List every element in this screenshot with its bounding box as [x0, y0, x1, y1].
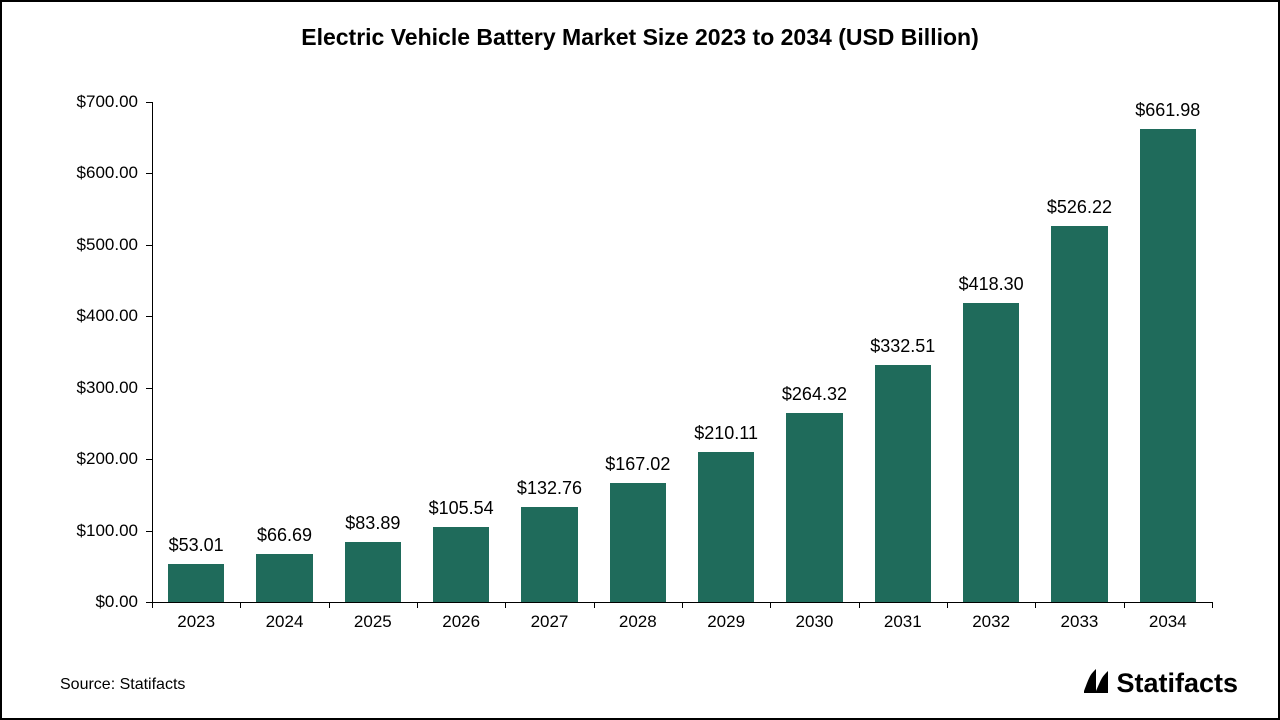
bar: [168, 564, 225, 602]
bar: [698, 452, 755, 602]
bar-slot: $332.51: [859, 102, 947, 602]
bar: [875, 365, 932, 603]
x-tick-mark: [1124, 602, 1125, 608]
x-axis-label: 2030: [770, 612, 858, 632]
x-tick-mark: [240, 602, 241, 608]
y-tick-label: $300.00: [77, 378, 138, 398]
bar-slot: $264.32: [770, 102, 858, 602]
bar-value-label: $105.54: [429, 498, 494, 519]
x-tick-mark: [505, 602, 506, 608]
x-axis-label: 2032: [947, 612, 1035, 632]
y-tick-label: $200.00: [77, 449, 138, 469]
bar-value-label: $210.11: [694, 423, 758, 444]
x-axis-label: 2023: [152, 612, 240, 632]
y-axis: $0.00$100.00$200.00$300.00$400.00$500.00…: [2, 102, 152, 602]
bar-value-label: $66.69: [257, 525, 312, 546]
bar-value-label: $332.51: [870, 336, 935, 357]
chart-title: Electric Vehicle Battery Market Size 202…: [2, 24, 1278, 51]
chart-frame: Electric Vehicle Battery Market Size 202…: [0, 0, 1280, 720]
y-tick-label: $0.00: [95, 592, 138, 612]
bar-slot: $66.69: [240, 102, 328, 602]
bar-slot: $661.98: [1124, 102, 1212, 602]
brand-text: Statifacts: [1116, 668, 1238, 699]
x-axis-label: 2033: [1035, 612, 1123, 632]
x-axis-label: 2028: [594, 612, 682, 632]
x-axis-label: 2024: [240, 612, 328, 632]
x-tick-mark: [152, 602, 153, 608]
x-tick-mark: [947, 602, 948, 608]
y-tick-mark: [146, 245, 152, 246]
bar: [256, 554, 313, 602]
y-tick-mark: [146, 316, 152, 317]
brand-logo-icon: [1082, 667, 1110, 700]
bar-value-label: $526.22: [1047, 197, 1112, 218]
bar: [1140, 129, 1197, 602]
bar-slot: $526.22: [1035, 102, 1123, 602]
x-axis-labels: 2023202420252026202720282029203020312032…: [152, 612, 1212, 632]
x-tick-mark: [682, 602, 683, 608]
plot-area: $53.01 $66.69 $83.89 $105.54 $132.76 $167.02 $…: [152, 102, 1212, 602]
bar-slot: $105.54: [417, 102, 505, 602]
bar: [1051, 226, 1108, 602]
y-tick-label: $500.00: [77, 235, 138, 255]
x-axis-label: 2026: [417, 612, 505, 632]
y-tick-label: $700.00: [77, 92, 138, 112]
x-tick-mark: [770, 602, 771, 608]
x-tick-mark: [329, 602, 330, 608]
x-tick-mark: [594, 602, 595, 608]
bar-value-label: $661.98: [1135, 100, 1200, 121]
bar: [963, 303, 1020, 602]
bar-value-label: $264.32: [782, 384, 847, 405]
bar-slot: $167.02: [594, 102, 682, 602]
bar-slot: $210.11: [682, 102, 770, 602]
y-tick-mark: [146, 459, 152, 460]
y-tick-mark: [146, 388, 152, 389]
y-tick-label: $100.00: [77, 521, 138, 541]
bar: [521, 507, 578, 602]
x-tick-mark: [417, 602, 418, 608]
bar-slot: $53.01: [152, 102, 240, 602]
y-tick-label: $600.00: [77, 163, 138, 183]
x-axis-label: 2034: [1124, 612, 1212, 632]
x-axis-label: 2025: [329, 612, 417, 632]
bar-value-label: $83.89: [345, 513, 400, 534]
y-tick-mark: [146, 102, 152, 103]
bar-slot: $132.76: [505, 102, 593, 602]
x-axis-label: 2031: [859, 612, 947, 632]
bar-value-label: $53.01: [169, 535, 224, 556]
source-text: Source: Statifacts: [60, 676, 185, 694]
bar-value-label: $167.02: [605, 454, 670, 475]
bar-value-label: $418.30: [959, 274, 1024, 295]
bar: [786, 413, 843, 602]
x-tick-mark: [1212, 602, 1213, 608]
bar-value-label: $132.76: [517, 478, 582, 499]
x-tick-mark: [1035, 602, 1036, 608]
bar: [610, 483, 667, 602]
bar: [345, 542, 402, 602]
y-tick-label: $400.00: [77, 306, 138, 326]
bar-slot: $418.30: [947, 102, 1035, 602]
bars-container: $53.01 $66.69 $83.89 $105.54 $132.76 $167.02 $…: [152, 102, 1212, 602]
y-tick-mark: [146, 173, 152, 174]
brand: Statifacts: [1082, 667, 1238, 700]
bar-slot: $83.89: [329, 102, 417, 602]
y-tick-mark: [146, 531, 152, 532]
x-tick-mark: [859, 602, 860, 608]
bar: [433, 527, 490, 602]
x-axis-label: 2027: [505, 612, 593, 632]
x-axis-label: 2029: [682, 612, 770, 632]
